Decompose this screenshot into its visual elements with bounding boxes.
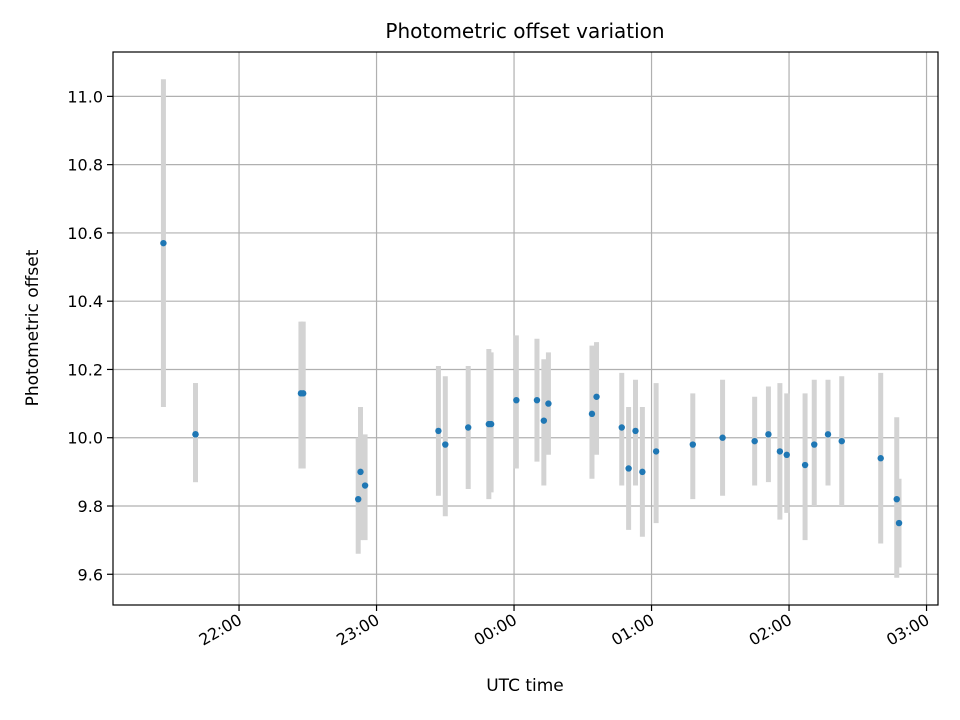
- data-points: [160, 239, 903, 527]
- x-axis-label: UTC time: [486, 676, 564, 696]
- data-point: [776, 448, 784, 455]
- data-point: [361, 482, 369, 489]
- data-point: [625, 465, 632, 472]
- data-point: [487, 420, 495, 428]
- data-point: [719, 434, 726, 441]
- grid: [113, 52, 938, 605]
- y-tick-label: 9.6: [78, 565, 103, 584]
- data-point: [192, 431, 199, 438]
- y-tick-label: 10.4: [67, 292, 103, 311]
- y-axis-label: Photometric offset: [23, 249, 43, 406]
- data-point: [652, 448, 660, 455]
- plot-frame: [112, 51, 939, 606]
- y-tick-label: 10.2: [67, 360, 103, 379]
- data-point: [765, 431, 772, 438]
- data-point: [783, 451, 790, 459]
- data-point: [895, 519, 903, 527]
- data-point: [545, 400, 552, 407]
- data-point: [632, 427, 639, 435]
- data-point: [533, 396, 541, 404]
- data-point: [801, 461, 809, 469]
- data-point: [160, 239, 167, 247]
- data-point: [838, 437, 845, 445]
- chart-title: Photometric offset variation: [385, 19, 664, 43]
- y-tick-label: 10.0: [67, 429, 103, 448]
- data-point: [540, 417, 548, 424]
- y-axis: 9.6 9.8 10.0 10.2 10.4 10.6 10.8 11.0: [67, 87, 113, 584]
- data-point: [593, 393, 600, 400]
- data-point: [513, 396, 520, 404]
- data-point: [300, 390, 307, 397]
- data-point: [893, 495, 900, 503]
- data-point: [811, 441, 818, 448]
- data-point: [357, 468, 364, 476]
- y-tick-label: 9.8: [78, 497, 103, 516]
- y-tick-label: 10.6: [67, 224, 103, 243]
- data-point: [435, 427, 442, 435]
- data-point: [618, 424, 625, 431]
- data-point: [442, 441, 449, 448]
- data-point: [689, 441, 696, 448]
- y-tick-label: 11.0: [67, 87, 103, 106]
- data-point: [465, 424, 472, 431]
- data-point: [639, 468, 646, 476]
- data-point: [824, 431, 832, 438]
- data-point: [877, 455, 884, 462]
- data-point: [588, 410, 596, 418]
- y-tick-label: 10.8: [67, 156, 103, 175]
- data-point: [355, 495, 362, 503]
- data-point: [751, 437, 758, 445]
